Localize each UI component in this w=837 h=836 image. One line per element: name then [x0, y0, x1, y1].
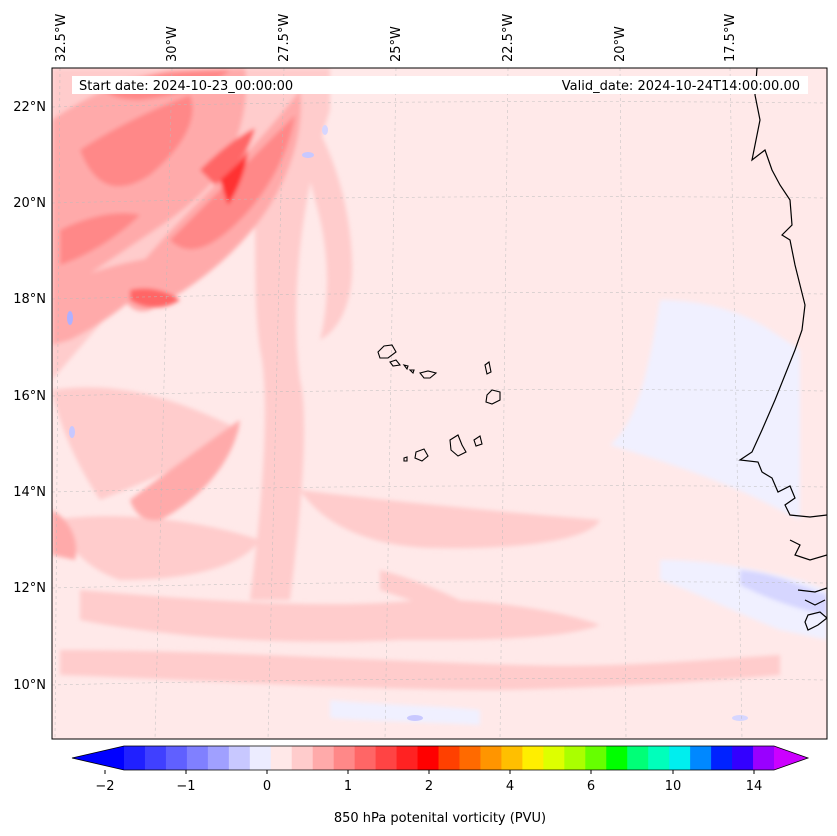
colorbar-tick-label: −2 [95, 779, 114, 794]
colorbar-tick-label: 14 [746, 779, 763, 794]
lat-label: 16°N [13, 389, 46, 404]
coastlines [738, 68, 827, 631]
colorbar-cell [627, 746, 649, 770]
map-panel: Start date: 2024-10-23_00:00:00 Valid_da… [52, 68, 827, 739]
colorbar-tick-label: 10 [665, 779, 682, 794]
lat-label: 18°N [13, 292, 46, 307]
pv-negative-specks [67, 125, 748, 721]
colorbar: −2 −1 0 1 2 4 6 10 14 850 hPa potenital … [71, 745, 810, 826]
lon-label: 20°W [613, 26, 628, 62]
lon-label: 22.5°W [501, 14, 516, 62]
colorbar-cell [480, 746, 503, 770]
colorbar-tick-label: 1 [344, 779, 352, 794]
lat-label: 14°N [13, 485, 46, 500]
lon-label: 30°W [165, 26, 180, 62]
colorbar-cell [312, 746, 335, 770]
colorbar-cell [501, 746, 523, 770]
header-box: Start date: 2024-10-23_00:00:00 Valid_da… [72, 76, 808, 94]
colorbar-cell [690, 746, 712, 770]
map-frame [51, 67, 828, 740]
colorbar-cell [186, 746, 209, 770]
colorbar-tick-label: 2 [425, 779, 433, 794]
colorbar-label: 850 hPa potenital vorticity (PVU) [334, 811, 546, 826]
colorbar-cell [354, 746, 377, 770]
colorbar-cell [249, 746, 272, 770]
colorbar-cell [333, 746, 356, 770]
colorbar-cell [648, 746, 670, 770]
colorbar-cell [711, 746, 733, 770]
colorbar-cell [228, 746, 251, 770]
lon-label: 32.5°W [54, 14, 69, 62]
start-date-label: Start date: 2024-10-23_00:00:00 [79, 79, 293, 94]
lat-label: 12°N [13, 581, 46, 596]
longitude-labels: 32.5°W 30°W 27.5°W 25°W 22.5°W 20°W 17.5… [54, 14, 738, 62]
colorbar-cells [124, 746, 775, 770]
pv-contours [52, 68, 827, 725]
colorbar-cell [144, 746, 167, 770]
colorbar-cell [669, 746, 691, 770]
colorbar-tick-label: 6 [587, 779, 595, 794]
colorbar-cell [459, 746, 482, 770]
colorbar-cell [165, 746, 188, 770]
colorbar-cell [606, 746, 628, 770]
colorbar-cell [124, 746, 146, 770]
colorbar-outline [71, 745, 810, 771]
lon-label: 27.5°W [277, 14, 292, 62]
colorbar-extend-min [72, 746, 124, 770]
colorbar-cell [522, 746, 544, 770]
colorbar-tick-label: 4 [506, 779, 514, 794]
colorbar-extend-max [774, 746, 808, 770]
latitude-labels: 22°N 20°N 18°N 16°N 14°N 12°N 10°N [13, 100, 46, 693]
lat-label: 20°N [13, 196, 46, 211]
gridlines [52, 68, 827, 739]
lon-label: 17.5°W [723, 14, 738, 62]
colorbar-cell [207, 746, 230, 770]
lat-label: 22°N [13, 100, 46, 115]
colorbar-cell [417, 746, 440, 770]
colorbar-cell [585, 746, 607, 770]
lat-label: 10°N [13, 678, 46, 693]
cape-verde-islands [377, 344, 501, 462]
valid-date-label: Valid_date: 2024-10-24T14:00:00.00 [562, 79, 800, 94]
colorbar-cell [753, 746, 775, 770]
colorbar-tick-label: 0 [263, 779, 271, 794]
colorbar-tick-label: −1 [176, 779, 195, 794]
colorbar-cell [375, 746, 398, 770]
colorbar-cell [564, 746, 586, 770]
africa-coastline [738, 68, 827, 518]
colorbar-cell [543, 746, 565, 770]
colorbar-cell [396, 746, 419, 770]
colorbar-cell [291, 746, 314, 770]
lon-label: 25°W [389, 26, 404, 62]
colorbar-cell [732, 746, 754, 770]
colorbar-cell [270, 746, 293, 770]
colorbar-cell [438, 746, 461, 770]
